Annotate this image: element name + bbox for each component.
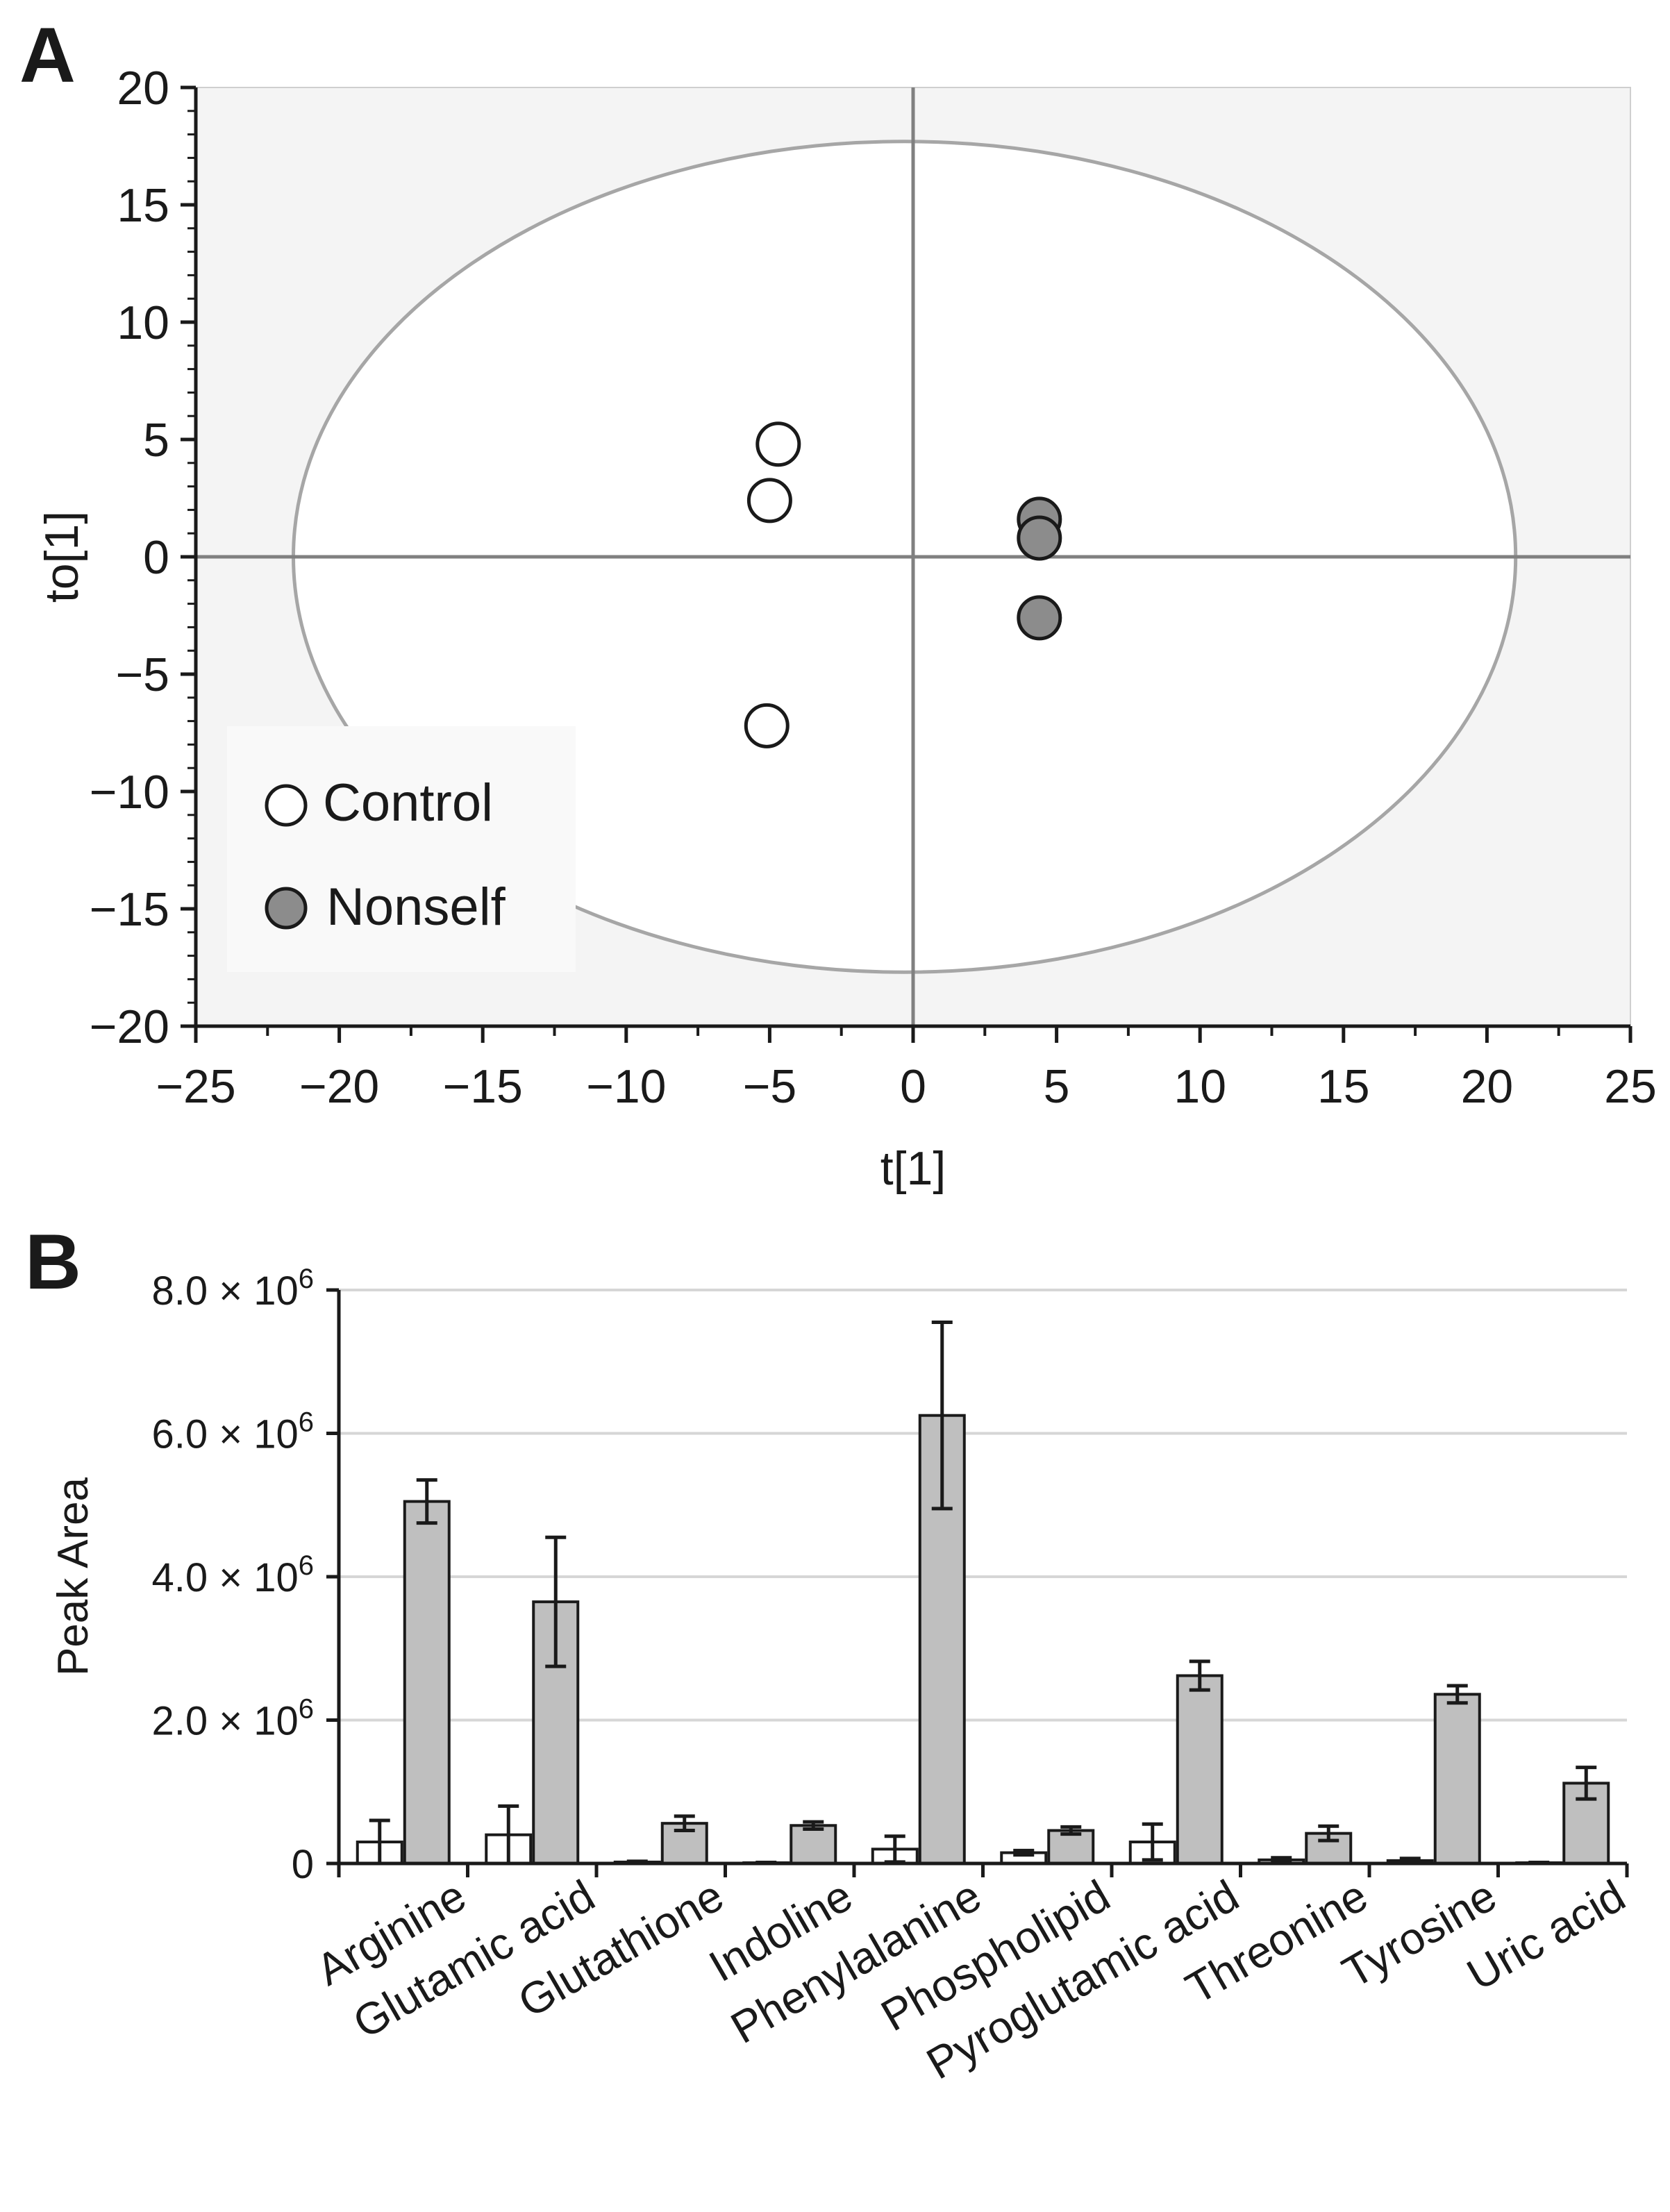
y-tick-label: 15 <box>117 179 169 232</box>
panel-b-label: B <box>25 1218 81 1305</box>
bars <box>356 1414 1610 1866</box>
bar-nonself <box>790 1824 837 1866</box>
y-tick-label: −5 <box>115 648 169 701</box>
y-tick-label: −10 <box>90 766 169 819</box>
y-tick-label: 10 <box>117 296 169 349</box>
scatter-x-axis: −25 −20 −15 −10 −5 0 5 10 15 20 25 <box>156 1024 1657 1113</box>
y-tick-label: −20 <box>90 1000 169 1053</box>
bar-y-tick-label: 0 <box>292 1842 314 1887</box>
scatter-point-control <box>744 703 790 748</box>
x-tick-label: −15 <box>443 1060 523 1113</box>
bar-nonself <box>403 1500 451 1865</box>
bar-y-tick-label: 2.0 × 106 <box>152 1694 315 1744</box>
scatter-point-nonself <box>1017 515 1062 561</box>
bar-y-axis-title: Peak Area <box>49 1477 97 1676</box>
y-tick-label: −15 <box>90 883 169 936</box>
x-tick-label: 5 <box>1044 1060 1070 1113</box>
legend-marker-control <box>265 784 308 827</box>
x-tick-label: 15 <box>1317 1060 1370 1113</box>
legend-label-nonself: Nonself <box>326 878 506 937</box>
x-tick-label: 20 <box>1461 1060 1514 1113</box>
bar-nonself <box>1176 1674 1224 1866</box>
y-axis-title: to[1] <box>35 511 88 603</box>
y-tick-label: 5 <box>143 414 169 467</box>
y-tick-label: 20 <box>117 62 169 115</box>
legend-marker-nonself <box>265 887 308 930</box>
scatter-point-control <box>746 478 792 523</box>
bar-nonself <box>1047 1829 1095 1865</box>
x-tick-label: 25 <box>1604 1060 1657 1113</box>
scatter-point-control <box>755 421 801 467</box>
bar-x-axis <box>328 1861 1629 1877</box>
legend-label-control: Control <box>323 773 493 832</box>
x-tick-label: 10 <box>1174 1060 1226 1113</box>
legend-box <box>227 726 576 972</box>
y-tick-label: 0 <box>143 531 169 584</box>
scatter-point-nonself <box>1017 595 1062 641</box>
x-tick-label: 0 <box>900 1060 926 1113</box>
panel-a-label: A <box>19 12 76 99</box>
scatter-y-axis: −20 −15 −10 −5 0 5 10 15 20 <box>90 62 198 1053</box>
bar-y-axis: 0 2.0 × 106 4.0 × 106 6.0 × 106 8.0 × 106 <box>152 1264 341 1887</box>
bar-y-tick-label: 6.0 × 106 <box>152 1407 315 1457</box>
x-tick-label: −20 <box>299 1060 379 1113</box>
scatter-legend: Control Nonself <box>227 726 576 972</box>
bar-y-tick-label: 8.0 × 106 <box>152 1264 315 1314</box>
bar-nonself <box>1433 1693 1481 1866</box>
x-tick-label: −10 <box>586 1060 666 1113</box>
bar-y-tick-label: 4.0 × 106 <box>152 1550 315 1600</box>
x-tick-label: −5 <box>743 1060 797 1113</box>
panel-a: A Control Nonself −25 −20 −15 −10 −5 0 5 10 15 20… <box>19 12 1657 1195</box>
scatter-points <box>744 421 1062 748</box>
x-axis-title: t[1] <box>880 1142 946 1195</box>
x-tick-label: −25 <box>156 1060 235 1113</box>
